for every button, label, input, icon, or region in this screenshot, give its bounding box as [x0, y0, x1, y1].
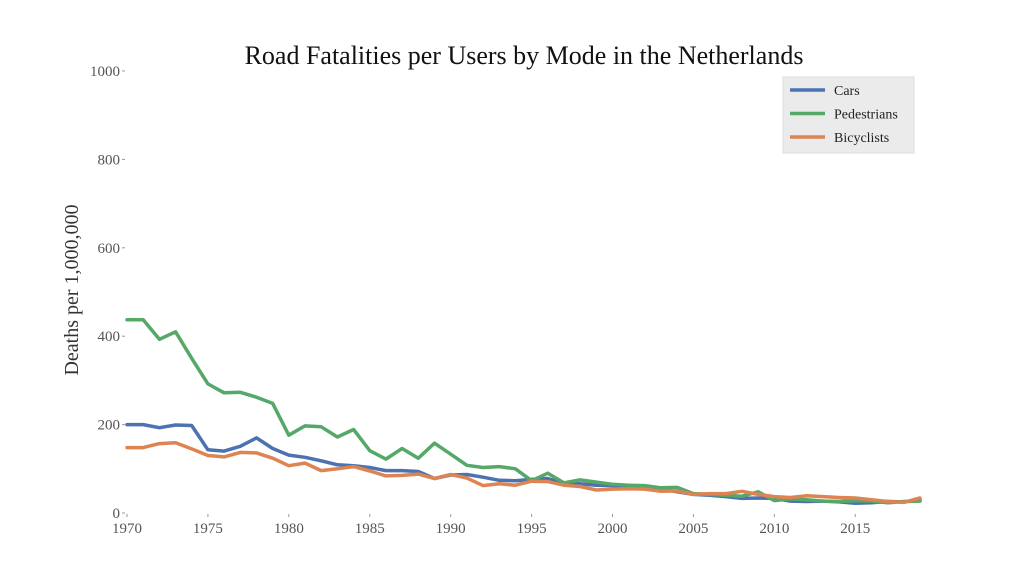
- legend-label-pedestrians: Pedestrians: [834, 108, 898, 123]
- x-tick-label: 2015: [840, 521, 870, 537]
- series-lines: [125, 318, 922, 506]
- y-tick-label: 600: [98, 241, 121, 257]
- y-axis-ticks: 0 200 400 600 800 1000: [90, 64, 125, 522]
- x-tick-label: 1995: [517, 521, 547, 537]
- x-tick-label: 1985: [355, 521, 385, 537]
- y-axis-label: Deaths per 1,000,000: [61, 204, 83, 375]
- series-line-bicyclists: [125, 440, 922, 505]
- x-tick-label: 2010: [759, 521, 789, 537]
- y-tick-label: 0: [113, 506, 121, 522]
- series-line-cars: [125, 422, 922, 506]
- x-axis-ticks: 1970 1975 1980 1985 1990 1995 2000 2005 2010 2015: [112, 514, 870, 537]
- x-tick-label: 2000: [598, 521, 628, 537]
- y-tick-label: 1000: [90, 64, 120, 80]
- x-tick-label: 2005: [678, 521, 708, 537]
- x-tick-label: 1970: [112, 521, 142, 537]
- x-tick-label: 1990: [436, 521, 466, 537]
- legend: Cars Pedestrians Bicyclists: [782, 76, 915, 154]
- x-tick-label: 1980: [274, 521, 304, 537]
- chart-title: Road Fatalities per Users by Mode in the…: [245, 41, 804, 70]
- legend-label-cars: Cars: [834, 84, 860, 99]
- series-line-pedestrians: [125, 318, 922, 505]
- y-tick-label: 400: [98, 329, 121, 345]
- y-tick-label: 800: [98, 152, 121, 168]
- legend-label-bicyclists: Bicyclists: [834, 131, 889, 146]
- x-tick-label: 1975: [193, 521, 223, 537]
- y-tick-label: 200: [98, 418, 121, 434]
